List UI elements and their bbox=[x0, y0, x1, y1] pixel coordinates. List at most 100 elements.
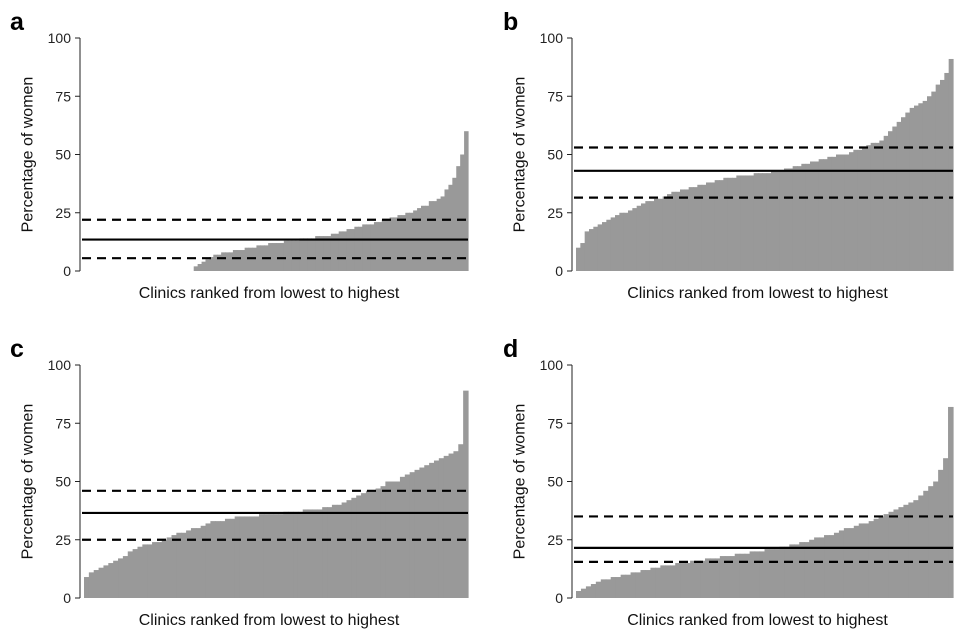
bar bbox=[443, 455, 450, 598]
bar bbox=[456, 166, 461, 271]
bar bbox=[580, 588, 587, 598]
bar bbox=[833, 532, 840, 598]
bar bbox=[585, 586, 592, 598]
y-tick-label: 100 bbox=[540, 30, 564, 46]
bar bbox=[436, 198, 442, 271]
bar bbox=[590, 584, 597, 598]
x-axis-label: Clinics ranked from lowest to highest bbox=[139, 612, 400, 629]
bar bbox=[944, 72, 950, 271]
bar bbox=[836, 154, 841, 271]
bar bbox=[620, 574, 627, 598]
bar bbox=[759, 551, 766, 598]
bar bbox=[927, 96, 932, 271]
bar bbox=[263, 514, 270, 598]
bar bbox=[268, 243, 273, 271]
bar bbox=[714, 558, 721, 598]
bar bbox=[814, 161, 820, 271]
bar bbox=[176, 532, 182, 598]
bar bbox=[649, 201, 655, 271]
bar bbox=[334, 233, 340, 271]
y-tick-label: 100 bbox=[48, 30, 72, 46]
bar bbox=[186, 530, 192, 598]
bar bbox=[239, 516, 245, 598]
panel-letter: d bbox=[503, 335, 518, 363]
bar bbox=[361, 493, 367, 598]
bar bbox=[727, 177, 733, 271]
y-axis-label: Percentage of women bbox=[20, 404, 37, 560]
bar bbox=[784, 168, 789, 271]
bar bbox=[302, 509, 309, 598]
bar bbox=[370, 224, 375, 271]
bar bbox=[413, 210, 418, 271]
bar bbox=[764, 549, 771, 598]
bar bbox=[792, 166, 798, 271]
bar bbox=[771, 170, 776, 271]
bar bbox=[464, 131, 469, 271]
bar bbox=[399, 476, 406, 598]
bar bbox=[740, 175, 746, 271]
bar bbox=[935, 84, 941, 271]
bar bbox=[660, 565, 666, 598]
bar bbox=[331, 504, 338, 598]
bar bbox=[870, 142, 876, 271]
bar bbox=[404, 474, 411, 598]
y-tick-label: 50 bbox=[547, 474, 563, 490]
bar bbox=[866, 145, 872, 271]
bar bbox=[729, 556, 736, 598]
bar bbox=[315, 236, 320, 271]
bar bbox=[576, 591, 582, 598]
bar bbox=[278, 514, 284, 598]
bar bbox=[205, 259, 210, 271]
y-tick-label: 0 bbox=[555, 590, 563, 606]
bar bbox=[460, 154, 465, 271]
bar bbox=[853, 149, 859, 271]
bar bbox=[276, 243, 281, 271]
bar bbox=[744, 553, 751, 598]
bar bbox=[236, 250, 242, 271]
bar bbox=[254, 516, 260, 598]
bar bbox=[190, 528, 197, 598]
bar bbox=[229, 518, 236, 598]
bar bbox=[724, 556, 731, 598]
bar bbox=[670, 565, 676, 598]
bar bbox=[893, 509, 900, 598]
y-tick-label: 50 bbox=[547, 147, 563, 163]
bar bbox=[615, 577, 622, 598]
y-tick-label: 25 bbox=[547, 532, 563, 548]
bar bbox=[195, 528, 202, 598]
bar bbox=[688, 187, 694, 271]
bar bbox=[684, 189, 690, 271]
bar bbox=[888, 131, 893, 271]
bar bbox=[200, 525, 207, 598]
bar bbox=[840, 154, 846, 271]
bar bbox=[401, 215, 406, 271]
bar bbox=[405, 212, 410, 271]
bar bbox=[650, 567, 656, 598]
y-axis-label: Percentage of women bbox=[512, 404, 529, 560]
bar bbox=[295, 240, 301, 271]
bar bbox=[814, 537, 820, 598]
bar bbox=[788, 168, 794, 271]
bar bbox=[704, 558, 711, 598]
bar bbox=[749, 175, 755, 271]
bar bbox=[827, 156, 833, 271]
chart-panel-b: b 0 25 50 75 100 Percentage of women Clinics ra… bbox=[503, 8, 954, 302]
bar bbox=[719, 556, 726, 598]
bar bbox=[221, 252, 226, 271]
bar bbox=[312, 509, 318, 598]
bar bbox=[758, 173, 763, 271]
bar bbox=[700, 560, 706, 598]
bar bbox=[597, 224, 603, 271]
y-tick-label: 0 bbox=[63, 590, 71, 606]
bar bbox=[789, 544, 795, 598]
bar bbox=[635, 572, 642, 598]
bar bbox=[875, 142, 880, 271]
bar bbox=[794, 544, 800, 598]
bar bbox=[625, 574, 632, 598]
bar bbox=[913, 500, 919, 598]
bar bbox=[380, 486, 386, 598]
bar bbox=[429, 462, 435, 598]
bar bbox=[156, 542, 163, 598]
bar bbox=[749, 551, 756, 598]
bar bbox=[444, 189, 450, 271]
